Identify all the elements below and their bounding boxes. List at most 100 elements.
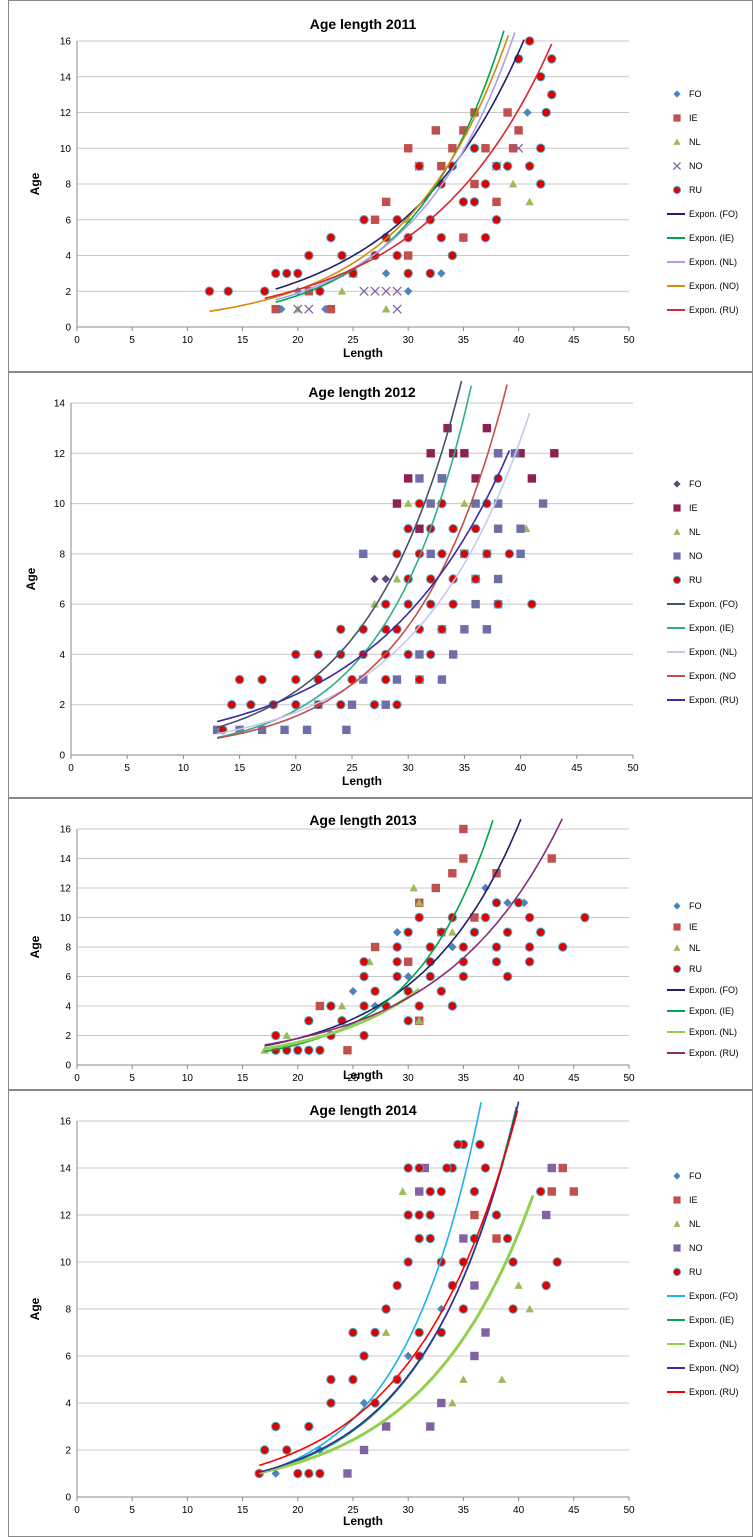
y-tick-label: 12 <box>60 884 72 895</box>
legend-item: RU <box>672 575 702 585</box>
data-point-no <box>482 625 492 634</box>
legend-label: NO <box>689 551 703 561</box>
y-tick-label: 12 <box>60 1211 72 1222</box>
legend-label: Expon. (NL) <box>689 257 737 267</box>
x-tick-label: 20 <box>292 1073 304 1084</box>
legend-item: Expon. (IE) <box>667 1315 734 1325</box>
data-point-ru <box>257 674 267 685</box>
x-tick-label: 5 <box>129 1505 135 1516</box>
data-point-fo <box>404 972 413 981</box>
data-point-ru <box>291 674 301 685</box>
x-tick-label: 40 <box>515 763 527 774</box>
data-point-ru <box>414 1163 424 1173</box>
x-tick-label: 30 <box>403 1505 415 1516</box>
series-no <box>212 449 548 735</box>
chart-2013: 0 2 4 6 8 10 12 14 16 0 5 10 15 20 25 30 35 40 45 50 Age len… <box>28 812 739 1084</box>
x-tick-label: 50 <box>623 1505 635 1516</box>
data-point-ie <box>482 423 492 433</box>
x-tick-label: 10 <box>182 1505 194 1516</box>
trendline-2 <box>216 412 531 735</box>
data-point-nl <box>392 574 402 583</box>
legend-label: Expon. (RU) <box>689 1048 739 1058</box>
data-point-ru <box>535 179 546 189</box>
data-point-ru <box>392 1374 402 1385</box>
chart-panel-2011: 0 2 4 6 8 10 12 14 16 0 5 10 15 20 25 30 35 40 45 50 Age len… <box>8 0 753 372</box>
x-tick-label: 0 <box>74 1073 80 1084</box>
data-point-ru <box>337 250 347 261</box>
x-tick-label: 15 <box>237 335 249 346</box>
data-point-ie <box>326 304 336 314</box>
chart-panel-2013: 0 2 4 6 8 10 12 14 16 0 5 10 15 20 25 30 35 40 45 50 Age len… <box>8 798 753 1090</box>
y-tick-label: 2 <box>65 1446 71 1457</box>
data-point-ru <box>304 1045 314 1055</box>
data-point-no <box>493 524 503 533</box>
legend-item: NL <box>673 527 701 537</box>
data-point-ru <box>403 1163 413 1173</box>
legend-item: Expon. (NL) <box>667 1027 737 1037</box>
legend-item: Expon. (NL) <box>667 257 737 267</box>
data-point-ru <box>493 599 503 609</box>
data-point-no <box>257 725 267 735</box>
legend-marker <box>673 90 681 98</box>
data-point-ru <box>293 1045 303 1055</box>
series-nl <box>381 1187 534 1407</box>
data-point-ru <box>469 143 480 153</box>
legend-marker <box>673 504 681 512</box>
data-point-ru <box>291 649 301 660</box>
x-tick-label: 35 <box>458 1505 470 1516</box>
legend-label: RU <box>689 575 702 585</box>
data-point-no <box>392 675 402 684</box>
data-point-no <box>426 499 435 508</box>
data-point-ru <box>359 957 369 967</box>
data-point-ru <box>223 286 233 296</box>
data-point-nl <box>497 1375 507 1383</box>
data-point-fo <box>523 108 532 117</box>
x-tick-label: 30 <box>403 1073 415 1084</box>
series-ie <box>470 1163 578 1243</box>
data-point-ru <box>403 927 413 937</box>
x-tick-label: 35 <box>458 1073 470 1084</box>
legend-label: NO <box>689 161 703 171</box>
data-point-ie <box>459 854 468 863</box>
series-ru <box>204 36 557 296</box>
data-point-nl <box>404 499 413 507</box>
data-point-ru <box>315 1468 325 1479</box>
data-point-ru <box>392 1280 402 1291</box>
data-point-ru <box>458 971 469 982</box>
legend-marker <box>673 1196 681 1204</box>
data-point-ru <box>442 1163 452 1173</box>
data-point-ru <box>453 1139 463 1150</box>
y-tick-label: 8 <box>59 549 65 560</box>
data-point-ru <box>513 898 524 908</box>
legend-item: NL <box>673 137 701 147</box>
data-point-ru <box>414 1327 424 1338</box>
legend-item: NO <box>673 551 703 561</box>
data-point-no <box>513 143 524 153</box>
legend-marker <box>672 185 682 195</box>
trendline-4 <box>216 450 511 723</box>
legend-item: FO <box>673 89 702 99</box>
data-point-ru <box>392 957 402 967</box>
data-point-nl <box>459 1375 468 1383</box>
data-point-ru <box>425 1210 435 1220</box>
data-point-no <box>448 650 458 659</box>
data-point-nl <box>448 928 457 936</box>
legend-item: Expon. (FO) <box>667 209 738 219</box>
x-tick-label: 10 <box>178 763 190 774</box>
data-point-no <box>343 1469 352 1478</box>
data-point-ru <box>392 250 402 261</box>
data-point-ru <box>227 700 237 710</box>
legend-marker <box>672 964 682 974</box>
series-ru <box>271 898 590 1055</box>
data-point-ie <box>547 1187 556 1196</box>
data-point-fo <box>437 269 446 278</box>
data-point-ru <box>414 161 424 171</box>
data-point-ru <box>403 1210 413 1220</box>
y-tick-label: 14 <box>60 72 72 83</box>
data-point-no <box>415 474 424 483</box>
legend-marker <box>673 138 681 145</box>
x-tick-label: 5 <box>129 335 135 346</box>
marker-stroke <box>513 143 524 153</box>
legend-label: Expon. (IE) <box>689 233 734 243</box>
data-point-ie <box>470 179 479 189</box>
